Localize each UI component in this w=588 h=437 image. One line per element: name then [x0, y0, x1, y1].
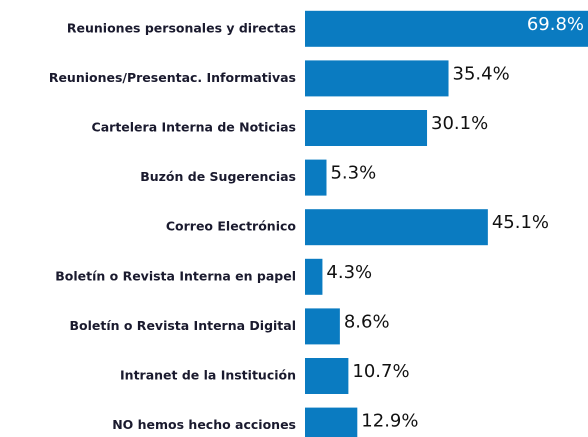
bar [305, 258, 323, 295]
value-label: 5.3% [330, 163, 376, 184]
bar [305, 10, 588, 47]
bar [305, 209, 488, 246]
value-label: 8.6% [344, 311, 390, 332]
bar [305, 308, 340, 345]
value-label: 12.9% [361, 411, 418, 432]
category-label: Correo Electrónico [166, 219, 297, 234]
value-label: 10.7% [352, 361, 409, 382]
category-label: Boletín o Revista Interna en papel [55, 268, 296, 283]
value-label: 69.8% [527, 14, 584, 35]
value-label: 4.3% [326, 262, 372, 283]
bar [305, 407, 358, 437]
category-label: Intranet de la Institución [120, 368, 296, 383]
category-label: Buzón de Sugerencias [140, 169, 296, 184]
bar [305, 358, 349, 394]
value-label: 45.1% [492, 212, 549, 233]
bar [305, 110, 428, 146]
category-label: Reuniones/Presentac. Informativas [49, 70, 296, 85]
category-label: Boletín o Revista Interna Digital [69, 318, 296, 333]
value-label: 30.1% [431, 113, 488, 134]
category-label: Reuniones personales y directas [67, 20, 296, 35]
bar [305, 60, 449, 97]
category-label: NO hemos hecho acciones [112, 417, 296, 432]
value-label: 35.4% [453, 63, 510, 84]
category-label: Cartelera Interna de Noticias [92, 120, 296, 135]
bar [305, 159, 327, 196]
